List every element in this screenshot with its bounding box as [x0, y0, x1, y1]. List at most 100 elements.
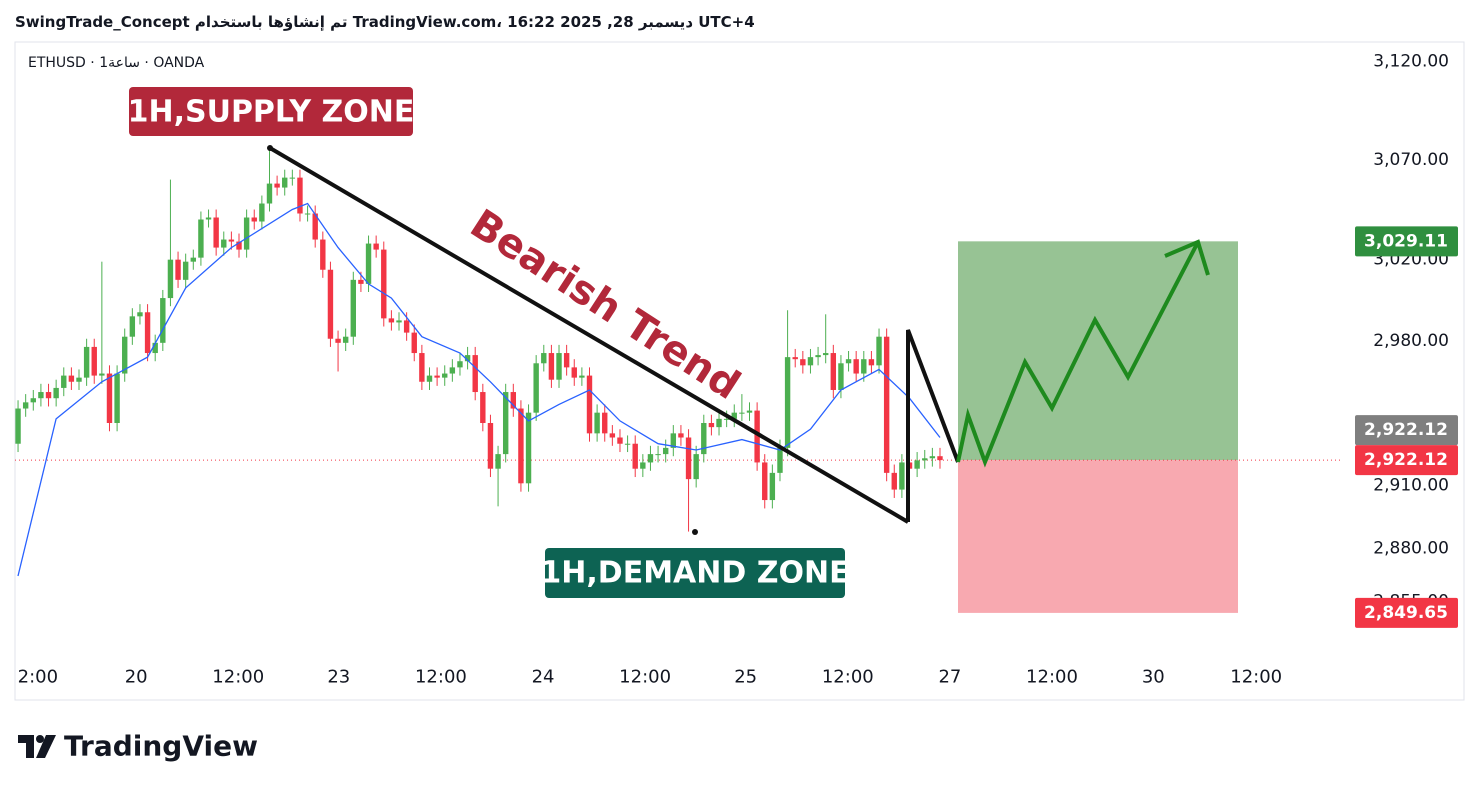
price-badge	[1355, 597, 1458, 628]
candle-body	[358, 279, 364, 284]
candle-body	[708, 423, 715, 428]
chart-frame	[14, 41, 1465, 701]
candle-body	[838, 363, 844, 390]
candle-body	[457, 361, 463, 368]
x-tick-label: 23	[327, 667, 350, 688]
candle-body	[342, 336, 349, 343]
candle-body	[617, 437, 623, 444]
candle-body	[99, 373, 105, 376]
candle-body	[160, 298, 166, 343]
candle-body	[472, 355, 478, 393]
symbol-label: ETHUSD · 1ساعة · OANDA	[28, 55, 205, 71]
candle-body	[853, 359, 859, 374]
candle-body	[739, 412, 745, 414]
candle-body	[762, 462, 768, 501]
candle-body	[678, 433, 684, 438]
candle-body	[30, 398, 36, 403]
price-badge-label: 3,029.11	[1364, 231, 1448, 251]
candle-body	[548, 353, 555, 380]
x-tick-label: 2:00	[18, 667, 58, 688]
candle-body	[61, 375, 67, 388]
candle-body	[243, 217, 250, 250]
arrow-head	[1164, 239, 1210, 276]
candle-body	[624, 443, 631, 445]
triangle-drawing	[906, 329, 960, 522]
candle-body	[464, 355, 471, 362]
candle-body	[807, 357, 814, 366]
attribution: SwingTrade_Concept تم إنشاؤها باستخدام T…	[15, 13, 755, 31]
logo-icon	[36, 735, 44, 743]
candle-body	[731, 412, 737, 419]
candle-body	[800, 359, 806, 366]
candle-body	[868, 359, 875, 366]
candle-body	[228, 239, 235, 242]
candle-body	[259, 203, 265, 222]
candle-body	[822, 353, 829, 356]
candle-body	[815, 355, 821, 358]
target-zone	[958, 241, 1238, 461]
candle-body	[929, 456, 936, 459]
candle-body	[434, 375, 440, 378]
anchor-dot	[267, 145, 273, 151]
candle-body	[213, 217, 219, 248]
candle-body	[312, 213, 318, 240]
candle-body	[602, 412, 608, 434]
candle-body	[83, 346, 90, 378]
x-tick-label: 12:00	[822, 667, 874, 688]
candle-body	[518, 408, 524, 484]
x-tick-label: 20	[125, 667, 148, 688]
candle-body	[502, 392, 509, 455]
y-tick-label: 2,980.00	[1373, 331, 1449, 351]
candle-body	[182, 261, 189, 280]
price-badge	[1355, 415, 1458, 446]
trend-label: Bearish Trend	[462, 201, 748, 409]
candle-body	[586, 375, 593, 434]
candle-body	[609, 433, 616, 438]
candle-body	[579, 375, 585, 378]
candle-body	[327, 269, 334, 339]
candle-body	[701, 423, 707, 455]
candle-body	[167, 259, 174, 299]
x-tick-label: 12:00	[619, 667, 671, 688]
candle-body	[556, 353, 562, 380]
price-badge-label: 2,922.12	[1364, 450, 1448, 470]
candle-body	[876, 336, 882, 366]
candle-body	[129, 316, 136, 337]
candle-body	[289, 177, 296, 179]
x-tick-label: 25	[734, 667, 757, 688]
candle-body	[205, 217, 212, 220]
candle-body	[190, 257, 196, 262]
candle-body	[754, 410, 760, 463]
candle-body	[563, 353, 570, 368]
logo-icon	[36, 735, 56, 758]
candle-body	[830, 353, 837, 390]
supply-zone-label: 1H,SUPPLY ZONE	[128, 95, 415, 130]
demand-zone-label: 1H,DEMAND ZONE	[540, 556, 849, 591]
candle-body	[541, 353, 547, 364]
candle-body	[571, 367, 577, 378]
logo-text: TradingView	[64, 730, 258, 763]
candle-body	[282, 177, 288, 188]
candle-body	[335, 338, 341, 343]
candle-body	[91, 346, 97, 376]
candle-body	[670, 433, 677, 448]
trend-line	[268, 146, 910, 524]
price-badge-label: 2,922.12	[1364, 420, 1448, 440]
anchor-dot	[692, 529, 698, 535]
candle-body	[365, 243, 372, 284]
y-tick-label: 2,880.00	[1373, 538, 1449, 558]
y-tick-label: 2,910.00	[1373, 475, 1449, 495]
moving-average	[17, 202, 941, 577]
x-tick-label: 12:00	[212, 667, 264, 688]
candle-body	[198, 219, 204, 258]
candle-body	[419, 353, 425, 382]
candle-body	[883, 336, 890, 473]
candle-body	[15, 408, 21, 444]
supply-zone-box	[129, 87, 413, 136]
candle-body	[304, 213, 311, 215]
candle-body	[655, 454, 661, 456]
candle-body	[22, 402, 29, 409]
demand-zone-box	[545, 548, 845, 598]
projection-arrow	[956, 241, 1200, 468]
